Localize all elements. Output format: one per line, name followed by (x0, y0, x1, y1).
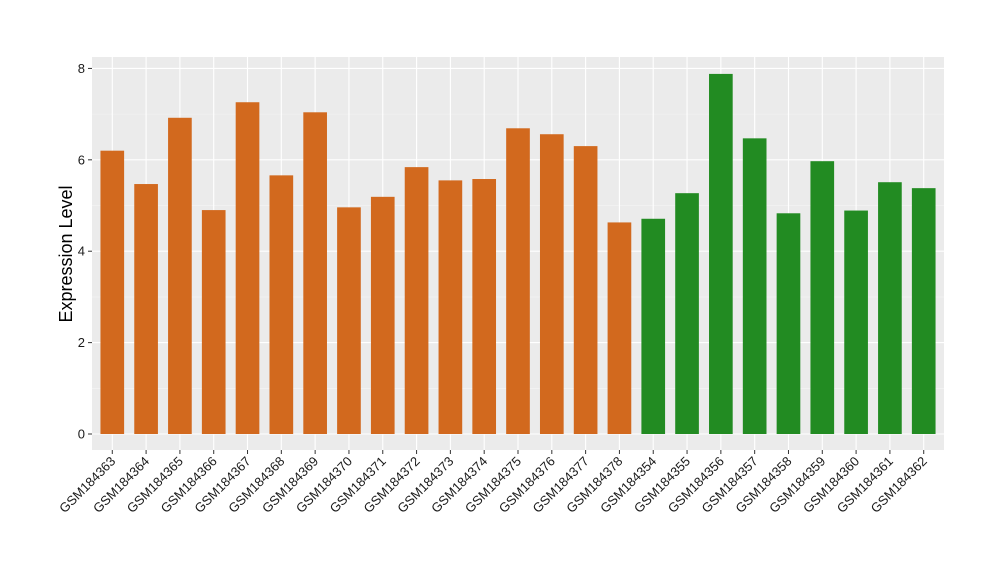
y-tick-label: 4 (78, 244, 85, 259)
y-axis: 0 2 4 6 8 (78, 61, 92, 442)
bar-GSM184354 (641, 218, 666, 435)
bar-GSM184357 (742, 138, 767, 435)
bar-GSM184372 (404, 167, 429, 435)
bar-GSM184376 (539, 134, 564, 435)
bar-GSM184373 (438, 180, 463, 435)
bar-GSM184377 (573, 146, 598, 435)
bar-GSM184365 (168, 117, 192, 435)
bar-GSM184375 (506, 128, 530, 435)
bar-GSM184356 (709, 73, 733, 435)
bar-GSM184361 (878, 182, 902, 435)
bar-GSM184366 (201, 210, 226, 435)
bar-GSM184355 (675, 193, 699, 435)
y-tick-label: 8 (78, 61, 85, 76)
y-tick-label: 0 (78, 427, 85, 442)
bar-GSM184367 (235, 102, 260, 435)
bars (100, 73, 936, 435)
y-tick-label: 6 (78, 152, 85, 167)
bar-GSM184370 (337, 207, 361, 435)
y-axis-title: Expression Level (56, 185, 76, 322)
bar-GSM184362 (911, 188, 936, 435)
bar-GSM184368 (269, 175, 294, 435)
bar-GSM184363 (100, 150, 125, 435)
bar-GSM184359 (810, 161, 835, 435)
bar-GSM184374 (472, 179, 497, 435)
bar-GSM184371 (370, 196, 395, 435)
x-axis: GSM184363GSM184364GSM184365GSM184366GSM1… (56, 450, 930, 516)
bar-GSM184360 (844, 210, 868, 435)
bar-GSM184364 (134, 184, 158, 435)
y-tick-label: 2 (78, 335, 85, 350)
bar-GSM184378 (607, 222, 632, 435)
bar-GSM184358 (776, 213, 801, 435)
bar-GSM184369 (303, 112, 327, 435)
